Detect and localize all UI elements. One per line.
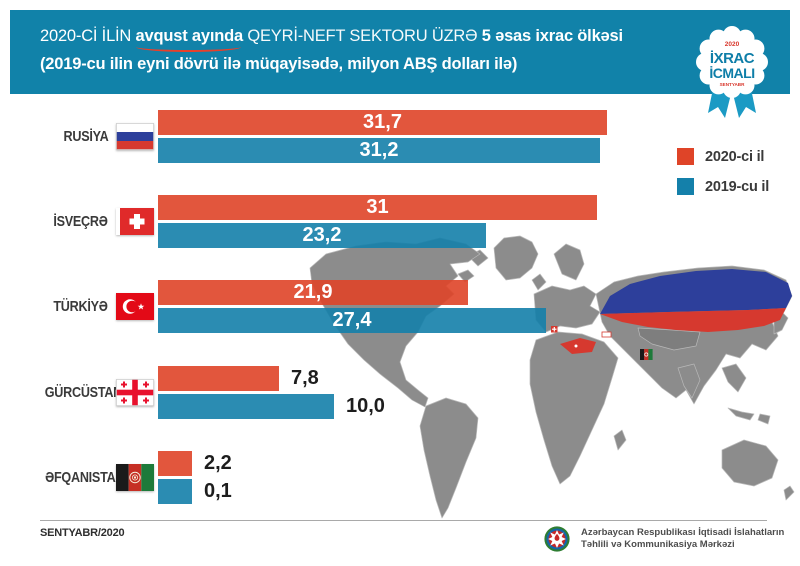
- bar-2020: 31: [158, 195, 597, 220]
- map-afghanistan: [640, 349, 653, 360]
- country-label: ƏFQANISTAN: [30, 451, 124, 504]
- bar-value-label: 31,2: [359, 139, 399, 161]
- map-russia-blue: [600, 269, 792, 314]
- flag-afghanistan-icon: [116, 464, 154, 491]
- country-label: İSVEÇRƏ: [30, 195, 109, 248]
- ixrac-icmali-badge: 2020 İXRAC İCMALI SENTYABR: [690, 16, 774, 120]
- bar-value-label: 2,2: [204, 452, 232, 474]
- bar-2020: 21,9: [158, 280, 468, 305]
- bar-2019: [158, 394, 334, 419]
- legend-swatch-icon: [677, 178, 694, 195]
- world-map: [309, 235, 795, 519]
- country-label-text: TÜRKİYƏ: [53, 298, 109, 315]
- map-switzerland: [551, 326, 558, 333]
- bar-value-label: 7,8: [291, 367, 319, 389]
- chart-subtitle: (2019-cu ilin eyni dövrü ilə müqayisədə,…: [40, 55, 518, 73]
- bar-group: 21,9 27,4: [158, 280, 780, 333]
- bar-value-label: 27,4: [332, 309, 372, 331]
- bar-2020: [158, 451, 192, 476]
- bar-2019: 27,4: [158, 308, 546, 333]
- badge-month: SENTYABR: [720, 82, 746, 87]
- chart-row-turkey: TÜRKİYƏ 21,9 27,4: [30, 280, 780, 333]
- flag-switzerland-icon: [116, 208, 154, 235]
- org-name-line2: Təhlili və Kommunikasiya Mərkəzi: [581, 539, 735, 550]
- bar-value-label: 31: [366, 196, 389, 218]
- title-segment: avqust ayında: [135, 27, 243, 52]
- footer-date: SENTYABR/2020: [40, 527, 125, 539]
- header-banner: 2020-Cİ İLİN avqust ayında QEYRİ-NEFT SE…: [10, 10, 790, 94]
- bar-value-label: 0,1: [204, 480, 232, 502]
- bar-group: 7,8 10,0: [158, 366, 780, 419]
- legend-label: 2020-ci il: [705, 148, 765, 165]
- bar-2019: [158, 479, 192, 504]
- bar-group: 2,2 0,1: [158, 451, 780, 504]
- legend-swatch-icon: [677, 148, 694, 165]
- footer-divider: [40, 520, 767, 521]
- badge-title-line2: İCMALI: [709, 65, 754, 81]
- legend-item: 2020-ci il: [677, 148, 769, 165]
- country-label: RUSİYA: [30, 110, 108, 163]
- country-label: TÜRKİYƏ: [30, 280, 109, 333]
- country-label: GÜRCÜSTAN: [30, 366, 123, 419]
- bar-2020: 31,7: [158, 110, 607, 135]
- bar-2019: 23,2: [158, 223, 486, 248]
- country-label-text: RUSİYA: [63, 128, 108, 145]
- chart-row-russia: RUSİYA 31,7 31,2: [30, 110, 780, 163]
- bar-value-label: 31,7: [363, 111, 402, 133]
- bar-group: 31 23,2: [158, 195, 780, 248]
- bar-value-label: 23,2: [302, 224, 342, 246]
- badge-year: 2020: [725, 41, 740, 48]
- bar-2019: 31,2: [158, 138, 600, 163]
- map-south-america: [419, 397, 479, 519]
- bar-group: 31,7 31,2: [158, 110, 780, 163]
- map-georgia: [601, 331, 612, 338]
- bar-value-label: 10,0: [346, 395, 385, 417]
- legend: 2020-ci il 2019-cu il: [677, 148, 769, 208]
- title-segment: QEYRİ-NEFT SEKTORU ÜZRƏ: [242, 27, 482, 45]
- title-segment: 5 əsas ixrac ölkəsi: [481, 27, 623, 45]
- chart-title: 2020-Cİ İLİN avqust ayında QEYRİ-NEFT SE…: [40, 27, 680, 52]
- footer-organization: Azərbaycan Respublikası İqtisadi İslahat…: [543, 525, 784, 553]
- country-label-text: ƏFQANISTAN: [45, 469, 125, 486]
- map-turkey: [560, 338, 596, 354]
- azerbaijan-emblem-icon: [544, 526, 570, 552]
- flag-georgia-icon: [116, 379, 154, 406]
- map-australia: [721, 439, 779, 487]
- map-russia-red: [600, 308, 786, 332]
- bar-2020: [158, 366, 279, 391]
- map-africa: [529, 331, 619, 485]
- legend-item: 2019-cu il: [677, 178, 769, 195]
- flag-russia-icon: [116, 123, 154, 150]
- chart-row-georgia: GÜRCÜSTAN 7,8 10,0: [30, 366, 780, 419]
- chart-row-afghanistan: ƏFQANISTAN 2,2 0,1: [30, 451, 780, 504]
- bar-value-label: 21,9: [293, 281, 333, 303]
- title-segment: 2020-Cİ İLİN: [40, 27, 136, 45]
- country-label-text: İSVEÇRƏ: [53, 213, 109, 230]
- legend-label: 2019-cu il: [705, 178, 770, 195]
- org-name-line1: Azərbaycan Respublikası İqtisadi İslahat…: [581, 526, 785, 538]
- chart-row-switzerland: İSVEÇRƏ 31 23,2: [30, 195, 780, 248]
- map-greenland: [493, 235, 539, 281]
- badge-rosette-icon: [696, 26, 768, 98]
- badge-title-line1: İXRAC: [710, 50, 755, 67]
- country-label-text: GÜRCÜSTAN: [44, 384, 123, 401]
- flag-turkey-icon: [116, 293, 154, 320]
